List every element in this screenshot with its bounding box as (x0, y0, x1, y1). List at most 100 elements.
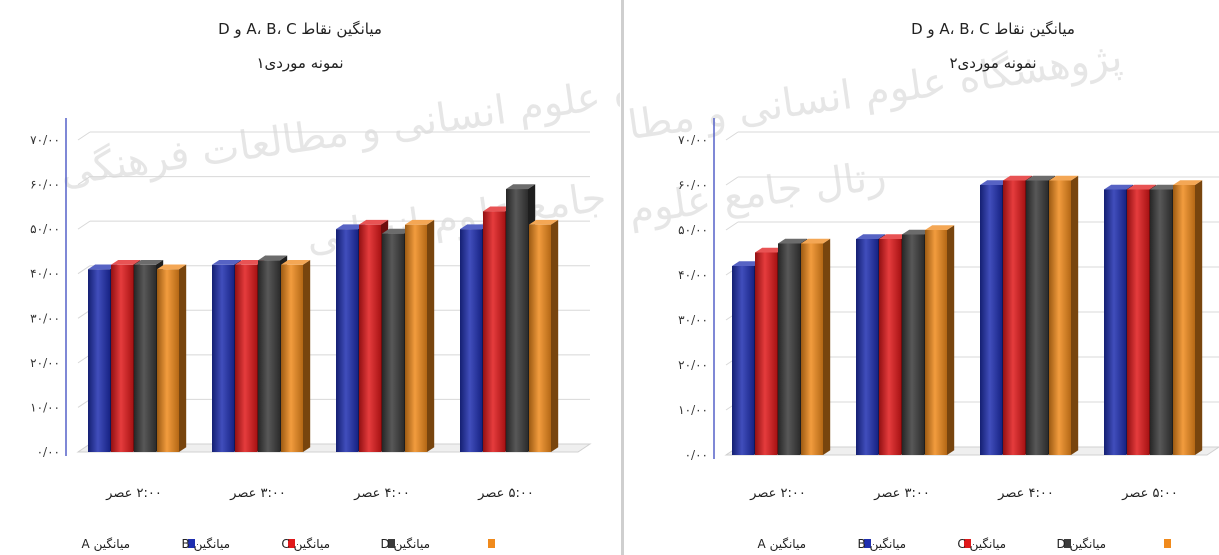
x-category-label: ۵:۰۰ عصر (1121, 486, 1178, 501)
legend-swatch (1164, 539, 1171, 548)
gridline-diag (77, 131, 91, 141)
bar-top (460, 224, 490, 230)
y-tick-label: ۶۰/۰۰ (678, 178, 708, 192)
y-tick-label: ۷۰/۰۰ (30, 133, 60, 147)
bar-front (925, 230, 947, 455)
bar-front (88, 269, 110, 452)
gridline-diag (77, 176, 91, 185)
bar-front (405, 224, 427, 452)
bar-top (405, 219, 435, 225)
y-tick-label: ۱۰/۰۰ (30, 400, 60, 414)
bar-chart-2: پژوهشگاه علوم انسانی و مطالعات فرهنگیرتا… (626, 20, 1219, 552)
bar-top (801, 238, 831, 244)
legend-item: میانگین D (1057, 537, 1171, 552)
chart-panel-1: پژوهشگاه علوم انسانی و مطالعات فرهنگی رتا… (30, 20, 620, 552)
bar-top (879, 234, 909, 239)
legend-label: میانگین B (182, 537, 230, 552)
bar-d (529, 219, 559, 452)
bar-top (359, 219, 389, 225)
legend-swatch (864, 539, 871, 548)
bar-top (732, 261, 762, 266)
bar-top (382, 228, 412, 234)
bar-front (281, 264, 303, 452)
bar-top (902, 229, 932, 235)
legend-item: میانگین A (82, 537, 195, 552)
bar-top (506, 184, 536, 190)
bar-front (506, 189, 528, 452)
bar-top (134, 260, 164, 265)
x-category-label: ۲:۰۰ عصر (105, 486, 162, 501)
bar-top (111, 260, 141, 265)
legend-swatch (964, 539, 971, 548)
bar-front (1127, 189, 1149, 455)
legend-swatch (288, 539, 295, 548)
y-tick-label: ۳۰/۰۰ (678, 313, 708, 327)
gridline-diag (77, 265, 91, 275)
chart-panel-2: پژوهشگاه علوم انسانی و مطالعات فرهنگیرتا… (626, 0, 1219, 555)
y-tick-label: ۷۰/۰۰ (678, 133, 708, 147)
bar-top (336, 224, 366, 230)
bar-side (427, 219, 435, 452)
bar-front (801, 243, 823, 455)
bar-top (1049, 175, 1079, 181)
bar-side (303, 260, 311, 452)
bar-front (382, 233, 404, 452)
x-category-label: ۴:۰۰ عصر (353, 486, 410, 501)
y-tick-label: ۵۰/۰۰ (678, 223, 708, 237)
y-tick-label: ۰/۰۰ (37, 445, 60, 459)
bar-front (879, 239, 901, 455)
bar-front (212, 264, 234, 452)
x-category-label: ۲:۰۰ عصر (749, 486, 806, 501)
legend-item: میانگین B (858, 537, 971, 552)
bar-top (212, 260, 242, 265)
bar-front (258, 260, 280, 452)
y-tick-label: ۱۰/۰۰ (678, 403, 708, 417)
panel-divider (621, 0, 624, 555)
bar-chart-1: پژوهشگاه علوم انسانی و مطالعات فرهنگی رتا… (30, 20, 620, 552)
x-category-label: ۳:۰۰ عصر (873, 486, 930, 501)
bar-d (281, 260, 311, 452)
legend-item: میانگین C (957, 537, 1071, 552)
bar-top (235, 260, 265, 265)
bar-front (336, 229, 358, 452)
bar-top (281, 260, 311, 265)
bar-front (1049, 180, 1071, 455)
bar-side (823, 238, 831, 455)
legend-item: میانگین B (182, 537, 295, 552)
bar-front (902, 234, 924, 455)
bar-d (1049, 175, 1079, 455)
bar-top (1127, 184, 1157, 190)
bar-front (980, 185, 1002, 455)
bar-top (1026, 175, 1056, 181)
bar-d (1173, 180, 1203, 455)
y-tick-label: ۴۰/۰۰ (30, 267, 60, 281)
bar-top (529, 219, 559, 225)
bar-top (1173, 180, 1203, 185)
bar-top (778, 238, 808, 244)
bar-front (1026, 180, 1048, 455)
bar-side (1195, 180, 1203, 455)
legend-swatch (1064, 539, 1071, 548)
legend-label: میانگین D (1057, 537, 1107, 552)
y-tick-label: ۵۰/۰۰ (30, 222, 60, 236)
bar-d (405, 219, 435, 452)
x-category-label: ۴:۰۰ عصر (997, 486, 1054, 501)
bar-d (925, 225, 955, 455)
legend-label: میانگین D (381, 537, 431, 552)
x-category-label: ۵:۰۰ عصر (477, 486, 534, 501)
bar-top (856, 234, 886, 239)
legend-item: میانگین A (758, 537, 871, 552)
chart-subtitle: نمونه موردی۲ (949, 54, 1036, 72)
bar-side (551, 219, 559, 452)
bar-side (179, 264, 187, 452)
bar-front (483, 211, 505, 452)
bar-d (801, 238, 831, 455)
gridline-diag (725, 176, 739, 186)
bar-top (258, 255, 288, 261)
bar-side (947, 225, 955, 455)
bar-top (88, 264, 118, 270)
bar-d (157, 264, 187, 452)
bar-front (1173, 185, 1195, 455)
chart-title: میانگین نقاط A، B، C و D (911, 20, 1075, 38)
chart-subtitle: نمونه موردی۱ (256, 54, 343, 72)
